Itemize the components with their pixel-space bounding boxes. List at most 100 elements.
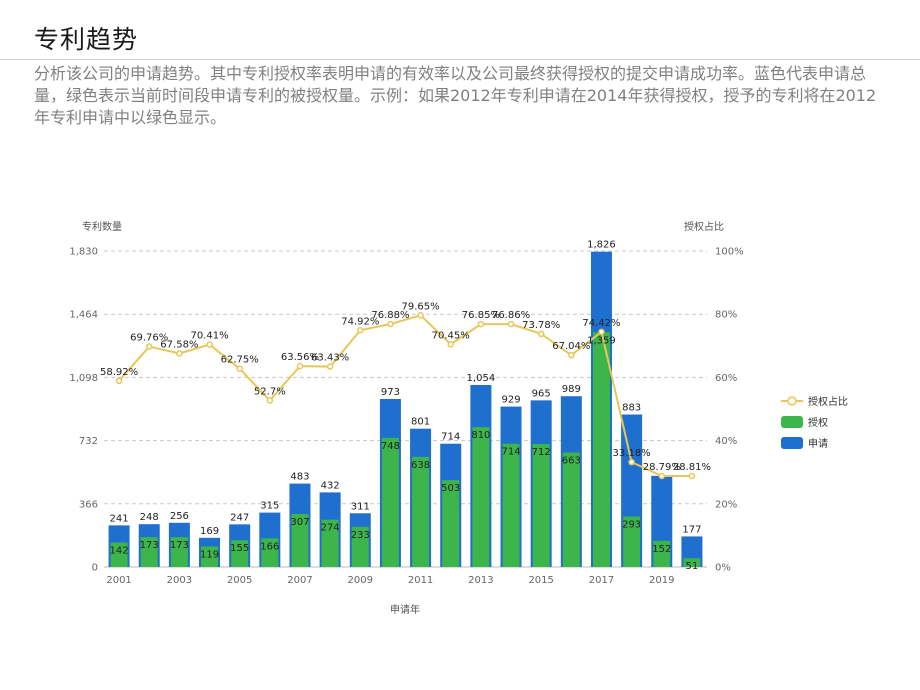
grant-bar	[321, 519, 339, 567]
x-tick-label: 2003	[167, 575, 192, 586]
y2-tick-label: 80%	[715, 310, 737, 321]
application-value-label: 241	[110, 513, 129, 524]
grant-rate-point	[326, 363, 334, 370]
grant-bar	[683, 558, 701, 567]
grant-bar	[532, 444, 550, 567]
x-tick-label: 2013	[468, 575, 493, 586]
grant-bar	[562, 452, 580, 567]
grant-rate-label: 69.76%	[130, 333, 168, 344]
grant-bar	[472, 427, 490, 567]
application-value-label: 315	[260, 501, 279, 512]
y-tick-label: 1,464	[69, 310, 98, 321]
y-axis-title: 专利数量	[82, 220, 122, 233]
application-value-label: 432	[321, 480, 340, 491]
grid-lines	[104, 250, 707, 568]
x-tick-label: 2007	[287, 575, 312, 586]
grant-value-label: 173	[140, 540, 159, 551]
grant-rate-point	[507, 320, 515, 328]
x-tick-label: 2005	[227, 575, 252, 586]
legend-item-application[interactable]: 申请	[781, 437, 828, 450]
grant-value-label: 51	[686, 561, 699, 572]
grant-rate-label: 76.88%	[371, 310, 409, 321]
grant-bar	[381, 437, 399, 567]
grant-rate-label: 67.58%	[160, 339, 198, 350]
application-value-label: 248	[140, 512, 159, 523]
legend-swatch	[781, 437, 803, 449]
grant-rate-label: 73.78%	[522, 320, 560, 331]
y-tick-label: 0	[92, 563, 98, 574]
application-value-label: 973	[381, 387, 400, 398]
application-value-label: 801	[411, 417, 430, 428]
grant-rate-label: 58.92%	[100, 367, 138, 378]
grant-rate-label: 63.56%	[281, 352, 319, 363]
grant-value-label: 663	[562, 456, 581, 467]
grant-rate-point	[236, 365, 243, 372]
x-tick-label: 2011	[408, 575, 433, 586]
grant-rate-point	[568, 351, 575, 359]
y2-axis-title: 授权占比	[684, 220, 724, 233]
grant-value-label: 293	[622, 519, 641, 530]
grant-rate-point	[115, 377, 123, 385]
grant-value-label: 712	[532, 447, 551, 458]
y-tick-label: 1,830	[69, 247, 98, 258]
grant-rate-point	[206, 341, 213, 348]
grant-rate-label: 70.45%	[432, 330, 470, 341]
grant-bar	[110, 542, 128, 567]
application-value-label: 965	[532, 388, 551, 399]
application-value-label: 247	[230, 512, 249, 523]
grant-bar	[412, 456, 430, 567]
legend-label: 授权占比	[808, 395, 848, 408]
y-tick-label: 366	[79, 499, 98, 510]
data-labels: 241 142 58.92% 248 173 69.76% 256 173 67.58% 169 1…	[100, 240, 711, 573]
grant-rate-label: 74.92%	[341, 316, 379, 327]
application-value-label: 1,826	[587, 240, 616, 251]
grant-bar	[502, 443, 520, 567]
x-axis-title: 申请年	[390, 603, 420, 616]
legend-label: 授权	[808, 416, 828, 429]
grant-bar	[351, 526, 369, 567]
grant-rate-label: 33.18%	[613, 448, 651, 459]
x-tick-label: 2019	[649, 575, 674, 586]
title-divider	[0, 59, 920, 60]
application-value-label: 256	[170, 511, 189, 522]
grant-rate-label: 76.86%	[492, 310, 530, 321]
grant-rate-point	[145, 343, 153, 350]
axes: 专利数量 授权占比 申请年 0 366 732 1,098 1,464 1,830 0% 20…	[69, 220, 743, 616]
legend-swatch	[781, 416, 803, 428]
grant-value-label: 142	[110, 545, 129, 556]
grant-bar	[201, 546, 219, 567]
grant-bar	[442, 480, 460, 567]
y2-tick-label: 100%	[715, 247, 744, 258]
page-description: 分析该公司的申请趋势。其中专利授权率表明申请的有效率以及公司最终获得授权的提交申…	[34, 64, 877, 127]
legend-item-grant-rate[interactable]: 授权占比	[781, 395, 848, 408]
grant-value-label: 1,359	[587, 335, 616, 346]
y2-tick-label: 60%	[715, 373, 737, 384]
grant-rate-point	[628, 458, 635, 466]
x-tick-label: 2009	[348, 575, 373, 586]
grant-rate-point	[598, 328, 605, 336]
grant-value-label: 155	[230, 543, 249, 554]
grant-value-label: 173	[170, 540, 189, 551]
grant-value-label: 152	[652, 544, 671, 555]
grant-rate-label: 70.41%	[190, 331, 228, 342]
grant-rate-point	[658, 472, 666, 480]
legend-item-grant[interactable]: 授权	[781, 416, 828, 429]
grant-rate-point	[447, 341, 454, 348]
application-value-label: 1,054	[467, 373, 496, 384]
grant-rate-label: 28.79%	[643, 462, 681, 473]
grant-value-label: 119	[200, 549, 219, 560]
grant-bar	[623, 516, 641, 567]
grant-rate-point	[296, 362, 304, 370]
grant-bar	[170, 537, 188, 567]
grant-rate-point	[537, 330, 545, 338]
grant-rate-point	[477, 320, 485, 328]
grant-bar	[231, 540, 249, 567]
application-value-label: 311	[351, 501, 370, 512]
grant-rate-label: 79.65%	[402, 301, 440, 312]
application-value-label: 177	[682, 524, 701, 535]
legend-point-swatch	[787, 396, 797, 406]
application-value-label: 989	[562, 384, 581, 395]
page-title: 专利趋势	[34, 25, 139, 54]
